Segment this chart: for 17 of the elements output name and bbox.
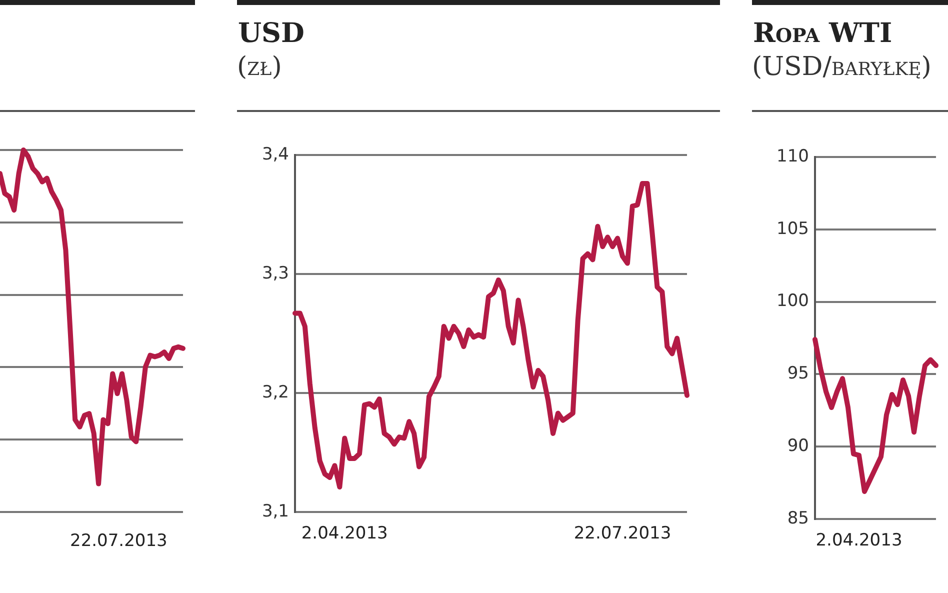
y-tick-label: 110 bbox=[776, 146, 809, 166]
chart-subtitle: (zł) bbox=[237, 52, 282, 82]
x-tick-label: 2.04.2013 bbox=[301, 524, 388, 544]
y-tick-label: 3,4 bbox=[262, 144, 289, 164]
y-tick-label: 90 bbox=[787, 436, 809, 456]
x-tick-label: 22.07.2013 bbox=[574, 524, 672, 544]
y-tick-label: 100 bbox=[776, 291, 809, 312]
chart-title: USD bbox=[238, 18, 304, 49]
y-tick-label: 3,2 bbox=[262, 382, 289, 402]
chart-title: Ropa WTI bbox=[753, 18, 892, 49]
y-tick-label: 105 bbox=[776, 218, 809, 239]
y-tick-label: 3,1 bbox=[262, 501, 289, 522]
y-tick-label: 95 bbox=[787, 364, 809, 384]
y-tick-label: 3,3 bbox=[262, 263, 289, 284]
chart-subtitle: (USD/baryłkę) bbox=[752, 52, 932, 82]
y-tick-label: 85 bbox=[787, 508, 809, 528]
x-tick-label: 2.04.2013 bbox=[816, 530, 902, 551]
